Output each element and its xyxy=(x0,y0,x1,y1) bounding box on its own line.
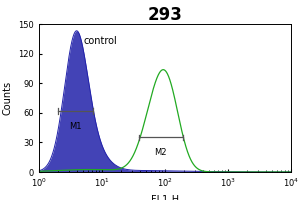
Text: control: control xyxy=(83,36,117,46)
Text: M2: M2 xyxy=(154,148,167,157)
Title: 293: 293 xyxy=(148,6,182,24)
Y-axis label: Counts: Counts xyxy=(3,81,13,115)
Text: M1: M1 xyxy=(69,122,82,131)
X-axis label: FL1-H: FL1-H xyxy=(151,195,179,200)
